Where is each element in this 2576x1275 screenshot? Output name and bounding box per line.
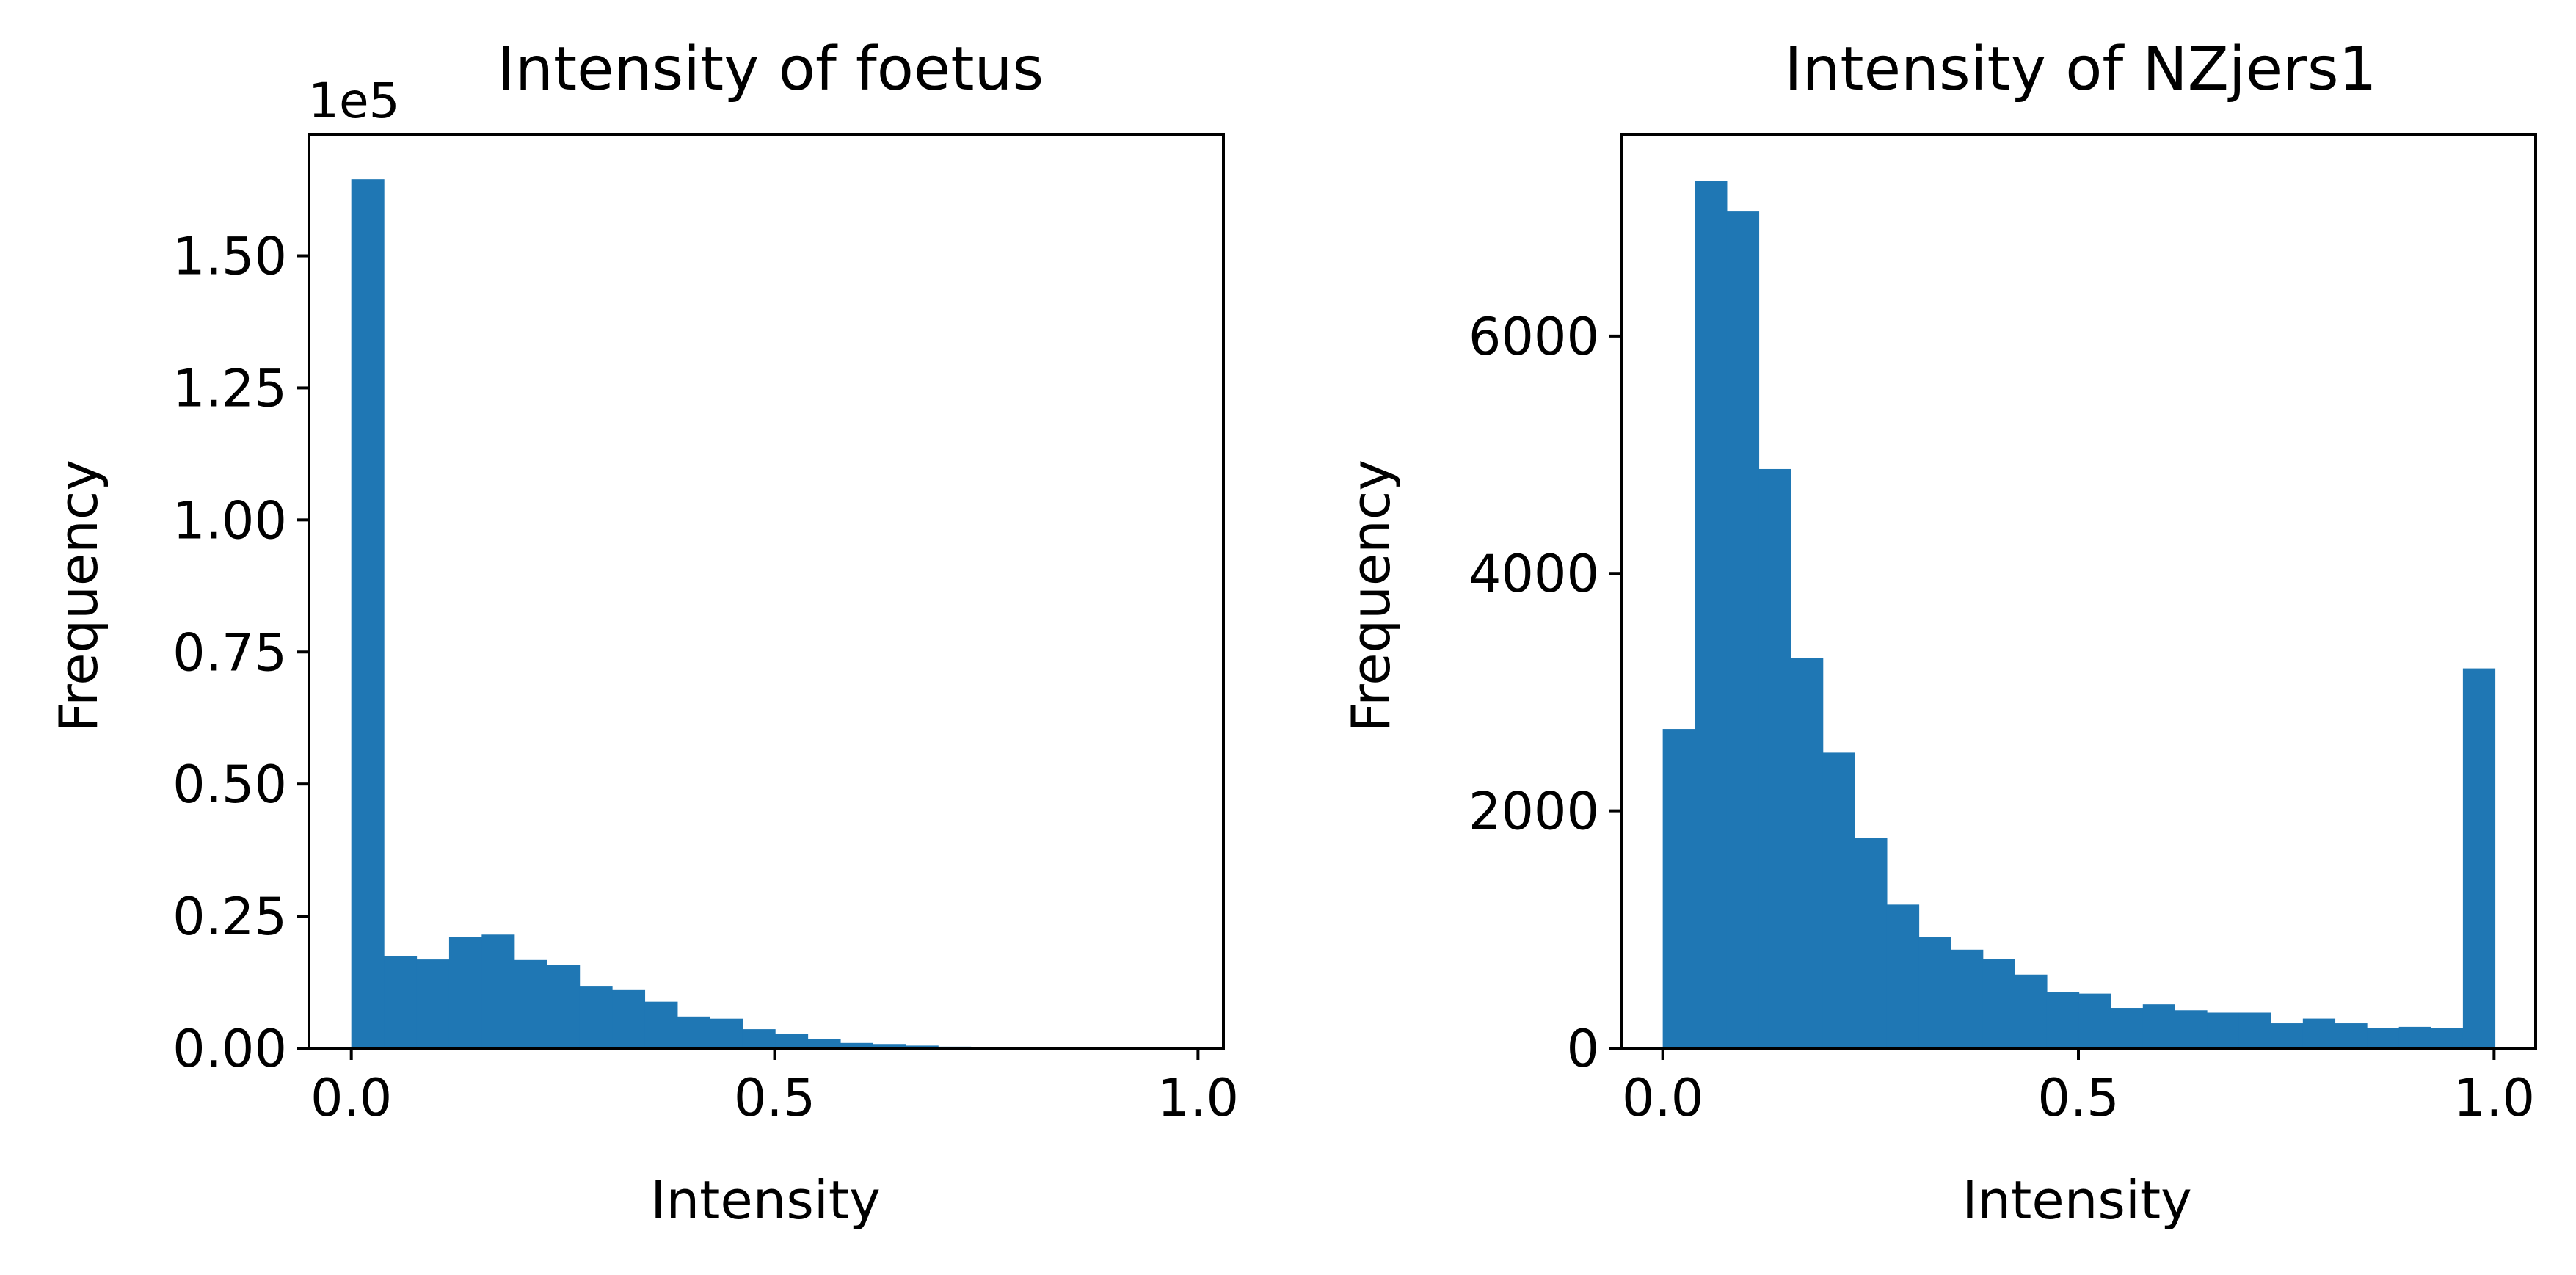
histogram-bar (2078, 993, 2111, 1048)
histogram-bar (514, 959, 547, 1048)
histogram-panel-foetus: Intensity of foetus 1e5 0.0 0.5 1.0 0.000.… (48, 34, 1239, 1231)
bars (351, 179, 1135, 1048)
y-tick-label: 4000 (1469, 544, 1599, 604)
x-tick-label: 1.0 (2453, 1068, 2535, 1128)
histogram-bar (710, 1018, 743, 1048)
y-axis-offset-label: 1e5 (308, 73, 400, 129)
histogram-bar (775, 1034, 809, 1048)
x-tick-label: 1.0 (1157, 1068, 1239, 1128)
x-tick-label: 0.5 (734, 1068, 815, 1128)
histogram-bar (2175, 1010, 2208, 1048)
histogram-bar (2398, 1026, 2431, 1048)
histogram-bar (481, 934, 515, 1048)
y-tick-label: 6000 (1469, 307, 1599, 367)
x-ticks: 0.0 0.5 1.0 (310, 1048, 1239, 1128)
axes-frame (1620, 133, 2537, 1050)
x-axis-label: Intensity (650, 1169, 880, 1231)
chart-title: Intensity of foetus (498, 34, 1044, 104)
bars (1662, 181, 2496, 1048)
histogram-bar (1855, 838, 1888, 1048)
y-tick-label: 0 (1566, 1019, 1599, 1079)
histogram-bar (873, 1044, 906, 1048)
histogram-panel-nzjers1: Intensity of NZjers1 0.0 0.5 1.0 0 2000 4000… (1340, 34, 2537, 1231)
histogram-bar (1951, 949, 1984, 1048)
y-tick-label: 0.25 (172, 887, 287, 947)
y-axis-label: Frequency (48, 459, 109, 733)
x-tick-label: 0.5 (2037, 1068, 2119, 1128)
histogram-bar (2271, 1023, 2304, 1048)
histogram-bar (2367, 1028, 2400, 1048)
histogram-bar (840, 1042, 873, 1048)
histogram-bar (677, 1016, 710, 1048)
histogram-bar (1822, 752, 1855, 1048)
x-ticks: 0.0 0.5 1.0 (1622, 1048, 2535, 1128)
histogram-bar (2111, 1008, 2144, 1048)
histogram-bar (1791, 658, 1824, 1048)
histogram-bar (448, 937, 482, 1048)
histogram-bar (416, 959, 450, 1048)
histogram-bar (1758, 468, 1791, 1048)
y-tick-label: 0.50 (172, 755, 287, 815)
histogram-bar (351, 179, 385, 1048)
y-tick-label: 2000 (1469, 782, 1599, 842)
histogram-bar (547, 965, 581, 1048)
histogram-bar (2142, 1004, 2175, 1048)
y-tick-label: 1.00 (172, 490, 287, 551)
histogram-bar (1695, 181, 1728, 1048)
chart-title: Intensity of NZjers1 (1784, 34, 2376, 104)
histogram-bar (2302, 1018, 2336, 1048)
histogram-bar (807, 1039, 841, 1048)
histogram-bar (2462, 668, 2496, 1048)
histogram-bar (1662, 729, 1695, 1048)
histogram-bar (1982, 959, 2015, 1048)
y-axis-label: Frequency (1340, 459, 1402, 733)
histogram-bar (1886, 904, 1920, 1048)
y-ticks: 0.00 0.25 0.50 0.75 1.00 1.25 1.50 (172, 227, 309, 1079)
histogram-bar (2207, 1012, 2240, 1048)
histogram-bar (644, 1001, 678, 1048)
histogram-bar (384, 956, 418, 1048)
histogram-bar (2238, 1012, 2271, 1048)
histogram-bar (1918, 937, 1951, 1048)
histogram-bar (2335, 1023, 2368, 1048)
y-tick-label: 0.00 (172, 1019, 287, 1079)
y-ticks: 0 2000 4000 6000 (1469, 307, 1621, 1079)
y-tick-label: 1.25 (172, 358, 287, 418)
x-tick-label: 0.0 (1622, 1068, 1703, 1128)
histogram-bar (1726, 211, 1760, 1048)
histogram-bar (612, 989, 646, 1048)
x-tick-label: 0.0 (310, 1068, 392, 1128)
x-axis-label: Intensity (1962, 1169, 2191, 1231)
y-tick-label: 1.50 (172, 227, 287, 287)
histogram-bar (742, 1029, 776, 1048)
histogram-bar (2431, 1028, 2464, 1048)
axes-frame (308, 133, 1225, 1050)
histogram-bar (2046, 992, 2080, 1048)
histogram-bar (2015, 974, 2048, 1048)
y-tick-label: 0.75 (172, 622, 287, 683)
histogram-bar (579, 986, 613, 1048)
